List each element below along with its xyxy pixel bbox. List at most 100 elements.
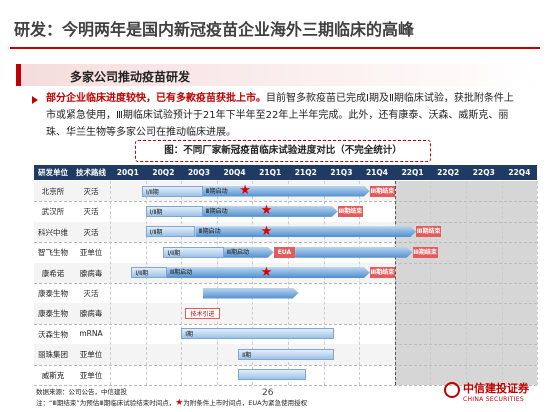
- phase-bar: Ⅲ期启动: [203, 186, 370, 197]
- milestone: Ⅲ期结束: [412, 246, 438, 258]
- phase-bar: Ⅰ/Ⅱ期: [163, 246, 224, 258]
- tech-label: 灭活: [83, 227, 99, 237]
- column-header: 22Q4: [501, 165, 538, 180]
- row-line: [34, 364, 538, 366]
- source: 数据来源：公司公告，中信建投: [36, 388, 127, 396]
- col-line: [110, 181, 111, 385]
- phase-bar: Ⅱ期: [238, 348, 335, 360]
- bullet: [32, 96, 38, 104]
- title-rule: [10, 47, 540, 49]
- milestone: Ⅲ期结束: [369, 267, 395, 279]
- unit-label: 沃森生物: [38, 329, 68, 339]
- unit-label: 武汉所: [41, 207, 65, 217]
- row-line: [34, 385, 538, 386]
- milestone: Ⅲ期结束: [337, 205, 363, 217]
- phase-bar: Ⅲ期启动: [203, 206, 338, 217]
- tech-label: mRNA: [79, 328, 103, 338]
- column-header: 22Q1: [394, 165, 431, 180]
- tech-label: 腺病毒: [79, 268, 103, 278]
- tech-label: 灭活: [83, 187, 99, 196]
- col-line: [252, 181, 254, 385]
- col-line: [288, 181, 289, 385]
- phase-bar: [203, 288, 299, 299]
- tech-label: 腺病毒: [79, 309, 103, 319]
- col-line: [323, 181, 325, 385]
- row-line: [34, 242, 538, 244]
- unit-label: 康希诺: [41, 268, 65, 278]
- note: 注：“Ⅲ期结束”为预估Ⅲ期临床试验结束时间点，★为附条件上市时间点，EUA为紧急…: [36, 397, 307, 408]
- logo-icon: [444, 382, 460, 398]
- col-line: [501, 181, 503, 385]
- figure-caption: 图：不同厂家新冠疫苗临床试验进度对比（不完全统计）: [135, 140, 431, 162]
- unit-label: 康泰生物: [38, 289, 68, 298]
- col-line: [216, 181, 218, 385]
- star-icon: ★: [175, 398, 184, 408]
- unit-label: 智飞生物: [38, 248, 68, 258]
- milestone: Ⅲ期结束: [369, 185, 395, 197]
- col-line: [181, 181, 183, 385]
- column-header: 20Q4: [216, 165, 253, 180]
- column-header: 22Q3: [466, 165, 502, 180]
- highlight-text: 部分企业临床进度较快，已有多款疫苗获批上市。: [46, 93, 266, 104]
- phase-bar: Ⅲ期启动: [195, 226, 416, 237]
- phase-bar: Ⅰ期: [181, 328, 335, 340]
- body-text: 部分企业临床进度较快，已有多款疫苗获批上市。目前智多款疫苗已完成Ⅰ期及Ⅱ期临床试…: [46, 90, 521, 141]
- tech-label: 亚单位: [79, 370, 103, 380]
- column-header: 20Q1: [110, 165, 146, 180]
- page-number: 26: [262, 388, 274, 398]
- approval-star: ★: [260, 264, 273, 280]
- column-header: 20Q2: [145, 165, 182, 180]
- logo-cn: 中信建投证券: [463, 382, 529, 395]
- phase-bar: Ⅰ/Ⅱ期: [145, 205, 203, 217]
- note-suffix: 为附条件上市时间点，EUA为紧急使用授权: [183, 399, 308, 407]
- phase-bar: [295, 247, 412, 258]
- logo-en: CHINA SECURITIES: [463, 396, 524, 403]
- phase-bar: Ⅲ期启动: [167, 267, 370, 278]
- note-prefix: 注：“Ⅲ期结束”为预估Ⅲ期临床试验结束时间点，: [36, 399, 176, 407]
- column-header: 21Q4: [359, 165, 395, 180]
- unit-label: 科兴中维: [38, 227, 68, 237]
- row-line: [34, 323, 538, 325]
- col-line: [430, 181, 432, 385]
- column-header: 技术路线: [72, 165, 110, 180]
- phase-bar: [238, 369, 306, 381]
- slide-title: 研发：今明两年是国内新冠疫苗企业海外三期临床的高峰: [14, 20, 415, 39]
- approval-star: ★: [260, 203, 273, 219]
- section-band: [16, 64, 540, 86]
- column-header: 22Q2: [430, 165, 466, 180]
- approval-star: ★: [239, 183, 251, 198]
- unit-label: 康泰生物: [38, 309, 68, 319]
- phase-bar: Ⅲ期启动: [224, 247, 274, 258]
- unit-label: 威斯克: [41, 370, 65, 380]
- col-line: [466, 181, 467, 385]
- column-header: 21Q1: [252, 165, 288, 180]
- unit-label: 丽珠集团: [38, 350, 68, 360]
- phase-bar: Ⅰ/Ⅱ期: [145, 226, 196, 238]
- plain-text: 目前智多款疫苗已完成Ⅰ期及Ⅱ期临床试验，获批附条件上市或紧急使用，Ⅲ期临床试验预…: [46, 93, 514, 138]
- milestone: 技术引进: [184, 307, 221, 319]
- tech-label: 亚单位: [79, 350, 103, 360]
- column-header: 20Q3: [181, 165, 217, 180]
- phase-bar: Ⅰ/Ⅱ期: [142, 185, 203, 197]
- col-line: [537, 181, 539, 385]
- row-line: [34, 201, 538, 203]
- tech-label: 亚单位: [79, 248, 103, 258]
- tech-label: 灭活: [83, 207, 99, 217]
- column-header: 研发单位: [34, 165, 72, 180]
- row-line: [34, 283, 538, 284]
- section-title: 多家公司推动疫苗研发: [70, 70, 191, 84]
- tech-label: 灭活: [83, 289, 99, 298]
- column-header: 21Q3: [323, 165, 360, 180]
- phase-bar: Ⅰ/Ⅱ期: [131, 267, 167, 279]
- milestone: Ⅲ期结束: [416, 226, 442, 238]
- col-line: [145, 181, 147, 385]
- column-header: 21Q2: [288, 165, 324, 180]
- section-marker: [16, 64, 21, 86]
- milestone: EUA: [273, 246, 296, 258]
- col-line: [359, 181, 361, 385]
- unit-label: 北京所: [41, 187, 65, 196]
- col-line: [394, 181, 396, 385]
- approval-star: ★: [260, 223, 273, 239]
